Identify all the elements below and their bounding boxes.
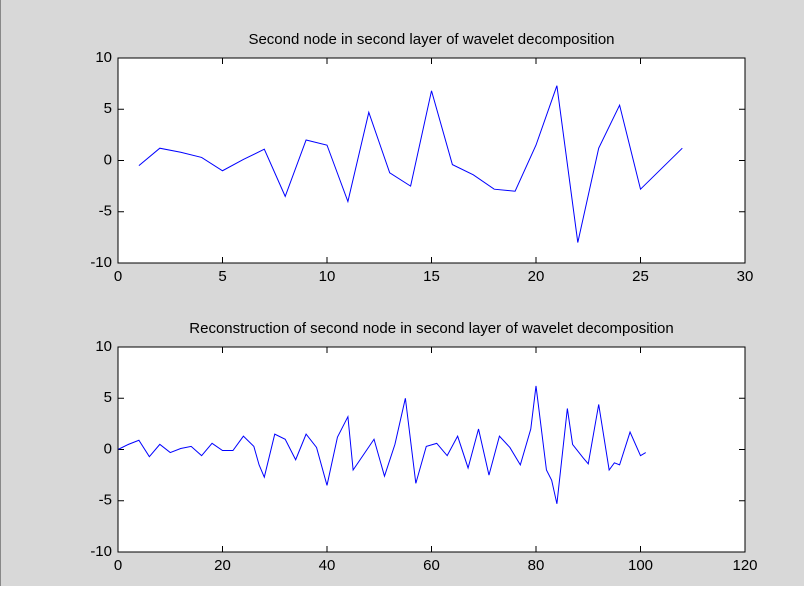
y-tick-label: 5 <box>104 100 112 117</box>
chart-title: Reconstruction of second node in second … <box>189 320 673 337</box>
data-line <box>117 385 646 504</box>
y-tick-label: -5 <box>99 492 112 509</box>
x-tick-label: 25 <box>632 268 649 285</box>
axes-background <box>118 58 745 263</box>
data-line <box>138 85 683 243</box>
y-tick-label: 10 <box>95 338 112 355</box>
y-tick-label: -10 <box>90 254 112 271</box>
x-tick-label: 60 <box>423 557 440 574</box>
y-tick-label: -5 <box>99 203 112 220</box>
x-tick-label: 120 <box>732 557 757 574</box>
x-tick-label: 20 <box>528 268 545 285</box>
x-tick-label: 5 <box>218 268 226 285</box>
axes-box <box>117 57 746 264</box>
y-tick-label: 0 <box>104 440 112 457</box>
x-tick-label: 80 <box>528 557 545 574</box>
chart-title: Second node in second layer of wavelet d… <box>248 31 614 48</box>
x-tick-label: 10 <box>319 268 336 285</box>
x-tick-label: 30 <box>737 268 754 285</box>
x-tick-label: 0 <box>114 268 122 285</box>
x-tick-label: 20 <box>214 557 231 574</box>
x-tick-label: 100 <box>628 557 653 574</box>
y-tick-label: 10 <box>95 49 112 66</box>
axes-background <box>118 347 745 552</box>
x-tick-label: 15 <box>423 268 440 285</box>
axes-box <box>117 346 746 553</box>
x-tick-label: 0 <box>114 557 122 574</box>
x-tick-label: 40 <box>319 557 336 574</box>
y-tick-label: 5 <box>104 389 112 406</box>
y-tick-label: -10 <box>90 543 112 560</box>
y-tick-label: 0 <box>104 151 112 168</box>
